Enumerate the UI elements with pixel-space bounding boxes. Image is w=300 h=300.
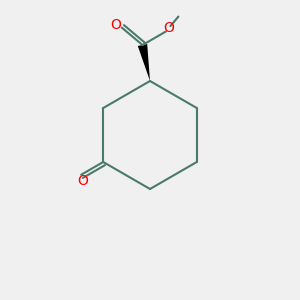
- Text: O: O: [77, 174, 88, 188]
- Text: O: O: [110, 18, 121, 32]
- Text: O: O: [163, 21, 174, 35]
- Polygon shape: [138, 44, 150, 81]
